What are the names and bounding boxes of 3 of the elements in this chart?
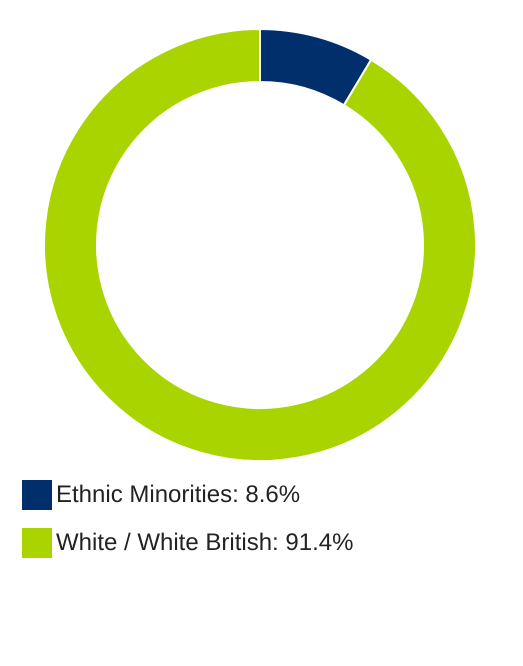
legend-label: White / White British: 91.4% [56,529,354,556]
legend-label: Ethnic Minorities: 8.6% [56,481,300,508]
donut-slice [43,28,477,462]
